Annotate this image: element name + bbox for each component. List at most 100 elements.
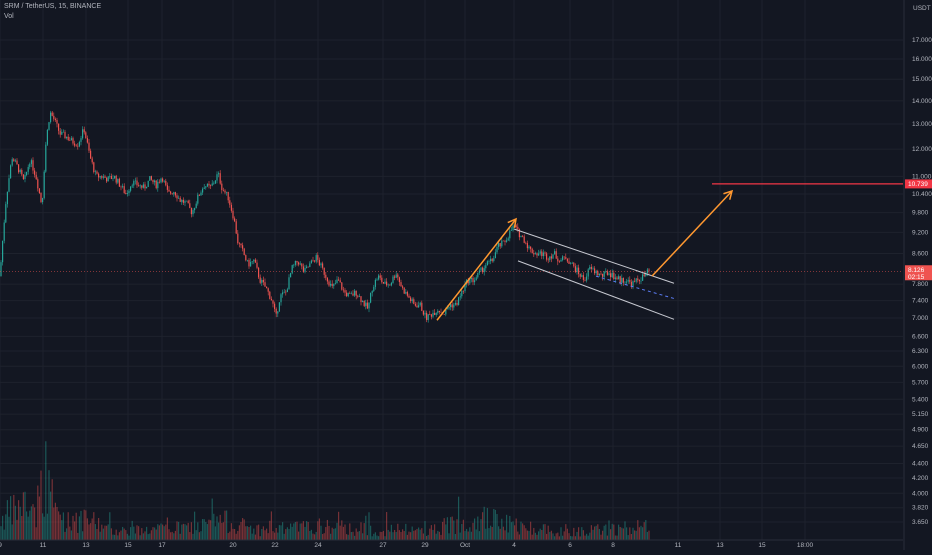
candle-body <box>296 260 298 263</box>
volume-bar <box>160 523 162 540</box>
volume-bar <box>126 533 128 540</box>
volume-bar <box>451 516 453 540</box>
volume-bar <box>10 496 12 540</box>
candle-body <box>518 229 520 238</box>
volume-bar <box>155 529 157 540</box>
candle-body <box>346 292 348 297</box>
volume-bar <box>430 525 432 540</box>
candle-body <box>562 256 564 260</box>
candle-body <box>533 253 535 255</box>
candle-body <box>285 291 287 293</box>
volume-bar <box>421 528 423 540</box>
volume-bar <box>454 533 456 540</box>
volume-bar <box>216 516 218 540</box>
volume-bar <box>130 527 132 540</box>
candle-body <box>325 274 327 278</box>
y-tick-label: 4.400 <box>912 460 929 467</box>
volume-bar <box>114 534 116 540</box>
candle-body <box>626 281 628 283</box>
volume-bar <box>202 519 204 540</box>
candle-body <box>541 251 543 257</box>
volume-bar <box>210 520 212 540</box>
candle-body <box>400 282 402 287</box>
candle-body <box>450 304 452 307</box>
candle-body <box>581 275 583 277</box>
candle-body <box>291 265 293 274</box>
candle-body <box>94 171 96 173</box>
volume-bar <box>323 533 325 540</box>
volume-bar <box>405 523 407 540</box>
candle-body <box>538 253 540 256</box>
candle-body <box>123 186 125 193</box>
candle-body <box>594 268 596 274</box>
volume-bar <box>592 529 594 540</box>
volume-bar <box>360 522 362 540</box>
volume-bar <box>104 525 106 540</box>
candle-body <box>194 208 196 211</box>
volume-bar <box>458 496 460 540</box>
volume-bar <box>584 535 586 540</box>
volume-bar <box>400 531 402 540</box>
y-tick-label: 3.650 <box>912 519 929 526</box>
candle-body <box>98 173 100 178</box>
volume-bar <box>411 526 413 540</box>
candle-body <box>638 280 640 282</box>
volume-bar <box>256 525 258 540</box>
candle-body <box>112 178 114 179</box>
candle-body <box>597 271 599 276</box>
symbol-title: SRM / TetherUS, 15, BINANCE <box>4 3 102 10</box>
volume-bar <box>408 531 410 540</box>
candle-body <box>534 253 536 255</box>
volume-bar <box>226 510 228 540</box>
x-tick-label: 11 <box>40 542 47 549</box>
volume-bar <box>326 519 328 540</box>
candle-body <box>53 115 55 119</box>
volume-bar <box>330 533 332 540</box>
volume-bar <box>141 528 143 540</box>
candle-body <box>632 281 634 288</box>
volume-bar <box>606 535 608 540</box>
volume-bar <box>2 515 4 540</box>
candle-body <box>138 185 140 187</box>
candle-body <box>221 183 223 191</box>
volume-bar <box>565 524 567 540</box>
candle-body <box>272 300 274 304</box>
volume-bar <box>533 527 535 540</box>
candle-body <box>307 266 309 268</box>
candle-body <box>190 207 192 215</box>
candle-body <box>358 296 360 297</box>
volume-bar <box>536 534 538 540</box>
candle-body <box>582 275 584 280</box>
volume-bar <box>178 521 180 540</box>
volume-bar <box>331 527 333 540</box>
volume-bar <box>629 527 631 540</box>
candle-body <box>75 145 77 147</box>
volume-bar <box>86 518 88 540</box>
candle-body <box>192 210 194 215</box>
candle-body <box>621 278 623 283</box>
volume-bar <box>80 510 82 540</box>
volume-bar <box>429 528 431 540</box>
volume-bar <box>384 536 386 540</box>
candle-body <box>462 290 464 292</box>
candle-body <box>421 302 423 311</box>
volume-bar <box>32 504 34 540</box>
volume-bar <box>494 509 496 540</box>
candle-body <box>314 260 316 262</box>
volume-bar <box>638 527 640 540</box>
volume-bar <box>35 527 37 540</box>
candle-body <box>227 191 229 201</box>
volume-bar <box>366 535 368 540</box>
candle-body <box>382 282 384 284</box>
candle-body <box>557 258 559 262</box>
volume-bar <box>299 523 301 540</box>
candle-body <box>389 284 391 286</box>
candle-body <box>510 230 512 231</box>
candle-body <box>254 259 256 263</box>
volume-bar <box>107 524 109 540</box>
volume-bar <box>50 491 52 540</box>
candle-body <box>394 276 396 278</box>
